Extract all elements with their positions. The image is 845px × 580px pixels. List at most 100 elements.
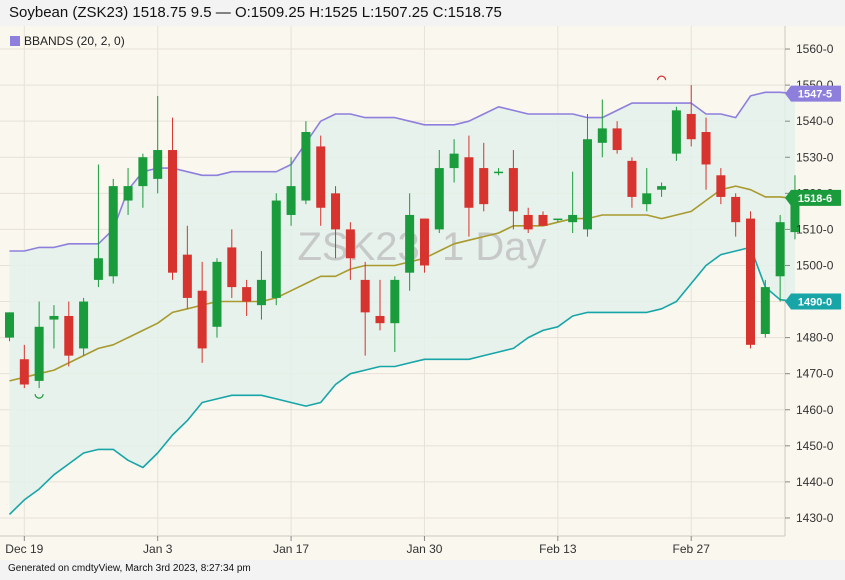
candle xyxy=(301,121,311,205)
candle-body xyxy=(19,359,29,385)
candle xyxy=(242,279,252,316)
candle-body xyxy=(405,214,415,273)
candle-body xyxy=(153,150,163,179)
price-tick-label: 1440-0 xyxy=(796,475,834,489)
candle-body xyxy=(197,290,207,349)
candle-body xyxy=(390,279,400,324)
price-badge-price: 1518-6 xyxy=(785,189,841,206)
candle xyxy=(182,225,192,309)
candle-body xyxy=(701,132,711,165)
candle xyxy=(716,168,726,205)
candle xyxy=(375,279,385,331)
price-badge-shape xyxy=(785,85,841,102)
time-tick-label: Jan 3 xyxy=(143,542,173,556)
lower-band-line xyxy=(8,246,796,515)
price-badges: 1547-5 1518-6 1490-0 xyxy=(785,85,841,310)
candle-body xyxy=(716,175,726,197)
candle-body xyxy=(434,168,444,230)
middle-band-line xyxy=(9,185,796,382)
candle-body xyxy=(568,214,578,223)
candle xyxy=(746,211,755,349)
candle-body xyxy=(212,261,222,327)
candle-body xyxy=(523,214,533,230)
candle xyxy=(597,99,607,158)
candle-body xyxy=(79,301,89,349)
candle xyxy=(627,157,637,208)
candle xyxy=(93,164,103,288)
candle-body xyxy=(553,218,563,221)
candle xyxy=(34,301,44,389)
candle xyxy=(449,139,459,183)
candle xyxy=(760,279,770,338)
candle xyxy=(538,211,548,226)
candle-body xyxy=(419,218,429,266)
candle xyxy=(494,168,504,176)
candle xyxy=(5,312,14,342)
candle-body xyxy=(538,214,548,226)
candle-body xyxy=(64,315,74,356)
price-badge-shape xyxy=(785,293,841,310)
candle xyxy=(168,117,178,280)
candle xyxy=(568,171,578,233)
candle-body xyxy=(286,186,296,215)
candle xyxy=(271,193,281,306)
candle-body xyxy=(746,218,755,345)
candle xyxy=(123,168,133,215)
candle-body xyxy=(34,326,44,381)
candle xyxy=(64,301,74,367)
extreme-markers xyxy=(34,75,667,399)
candle-body xyxy=(671,110,681,154)
candle-body xyxy=(316,146,326,208)
period-high-marker xyxy=(656,75,667,81)
legend-swatch xyxy=(10,36,20,46)
legend[interactable]: BBANDS (20, 2, 0) xyxy=(10,34,125,48)
candle xyxy=(686,85,696,147)
price-tick-label: 1480-0 xyxy=(796,331,834,345)
time-tick-label: Feb 27 xyxy=(673,542,711,556)
legend-label: BBANDS (20, 2, 0) xyxy=(24,34,125,48)
price-badge-shape xyxy=(785,189,841,206)
price-badge-text: 1547-5 xyxy=(798,89,832,101)
candle-body xyxy=(256,279,266,306)
candle-body xyxy=(182,254,192,298)
candle xyxy=(642,168,652,212)
candle xyxy=(153,95,163,194)
candle-body xyxy=(760,287,770,334)
candle xyxy=(405,193,415,291)
generated-timestamp: Generated on cmdtyView, March 3rd 2023, … xyxy=(8,563,251,574)
price-tick-label: 1460-0 xyxy=(796,403,834,417)
candle xyxy=(108,178,118,284)
candle xyxy=(434,150,444,233)
time-axis-area xyxy=(0,536,845,560)
candle-body xyxy=(93,258,103,280)
candle-body xyxy=(331,193,341,230)
time-axis-labels: Dec 19 Jan 3 Jan 17 Jan 30 Feb 13 Feb 27 xyxy=(5,536,710,556)
candle xyxy=(479,142,489,212)
candle xyxy=(390,276,400,353)
candle xyxy=(360,261,370,356)
price-tick-label: 1540-0 xyxy=(796,114,834,128)
candle-body xyxy=(508,168,518,212)
candle-body xyxy=(5,312,14,338)
chart-footer: Generated on cmdtyView, March 3rd 2023, … xyxy=(0,560,845,580)
candle xyxy=(657,182,667,197)
candle-body xyxy=(479,168,489,205)
candle xyxy=(464,135,474,237)
candle-body xyxy=(227,247,237,288)
candle xyxy=(197,261,207,363)
candle xyxy=(256,251,266,320)
candle-body xyxy=(108,186,118,277)
candle xyxy=(775,214,785,302)
candle-body xyxy=(464,157,474,208)
candle-body xyxy=(627,160,637,197)
candle xyxy=(671,106,681,161)
price-badge-text: 1490-0 xyxy=(798,297,832,309)
candle xyxy=(316,135,326,226)
candle xyxy=(49,305,59,349)
period-low-marker xyxy=(34,394,44,399)
candle xyxy=(790,175,800,240)
candle-body xyxy=(360,279,370,313)
candle xyxy=(553,218,563,223)
price-tick-label: 1470-0 xyxy=(796,367,834,381)
